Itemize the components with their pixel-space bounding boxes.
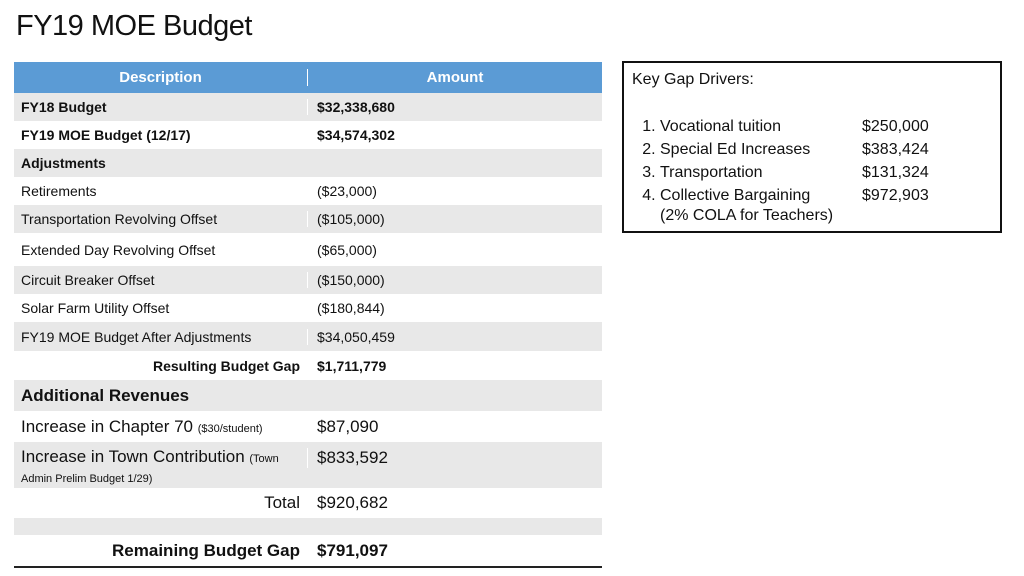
amount: ($105,000) (307, 211, 602, 227)
driver-item: Vocational tuition $250,000 (660, 115, 990, 138)
description: FY18 Budget (21, 99, 107, 115)
table-row: Adjustments (14, 149, 602, 177)
slide-title: FY19 MOE Budget (16, 10, 252, 42)
driver-amount: $383,424 (862, 141, 929, 158)
driver-item: Transportation $131,324 (660, 161, 990, 184)
driver-label: Collective Bargaining (660, 187, 811, 204)
note: ($30/student) (197, 422, 263, 435)
table-header: Description Amount (14, 62, 602, 93)
description: Circuit Breaker Offset (21, 272, 155, 288)
amount: $1,711,779 (307, 357, 602, 374)
description: Increase in Chapter 70 (21, 416, 193, 436)
table-row: Retirements ($23,000) (14, 177, 602, 205)
table-row (14, 518, 602, 535)
amount: ($65,000) (307, 241, 602, 258)
driver-amount: $131,324 (862, 164, 929, 181)
driver-item: Collective Bargaining $972,903 (660, 184, 990, 207)
driver-label: Vocational tuition (660, 118, 781, 135)
description-cell: Increase in Town Contribution (Town Admi… (14, 448, 307, 488)
amount: $32,338,680 (307, 99, 602, 115)
amount: $920,682 (307, 493, 602, 513)
amount: $34,574,302 (307, 127, 602, 143)
description-cell: Increase in Chapter 70 ($30/student) (14, 417, 307, 437)
column-header: Amount (307, 69, 602, 86)
table-row: Resulting Budget Gap $1,711,779 (14, 351, 602, 380)
table-row: Transportation Revolving Offset ($105,00… (14, 205, 602, 233)
gap-drivers-box: Key Gap Drivers: Vocational tuition $250,… (622, 61, 1002, 233)
amount: $791,097 (307, 540, 602, 561)
description: Extended Day Revolving Offset (21, 241, 216, 258)
table-row: Increase in Town Contribution (Town Admi… (14, 442, 602, 488)
description: Transportation Revolving Offset (21, 211, 218, 227)
driver-list: Vocational tuition $250,000 Special Ed In… (632, 115, 990, 207)
description: Solar Farm Utility Offset (21, 300, 170, 316)
description: Remaining Budget Gap (112, 540, 300, 560)
description: Increase in Town Contribution (21, 447, 245, 466)
driver-note: (2% COLA for Teachers) (660, 207, 834, 224)
driver-amount: $250,000 (862, 118, 929, 135)
amount: $833,592 (307, 448, 602, 468)
table-row: Additional Revenues (14, 380, 602, 411)
description: Retirements (21, 183, 97, 199)
amount: $87,090 (307, 416, 602, 437)
driver-item: Special Ed Increases $383,424 (660, 138, 990, 161)
table-row: FY18 Budget $32,338,680 (14, 93, 602, 121)
description: FY19 MOE Budget After Adjustments (21, 328, 252, 345)
table-row: FY19 MOE Budget After Adjustments $34,05… (14, 322, 602, 351)
table-row: Total $920,682 (14, 488, 602, 518)
amount: ($180,844) (307, 300, 602, 316)
table-row: Extended Day Revolving Offset ($65,000) (14, 233, 602, 266)
table-row: Solar Farm Utility Offset ($180,844) (14, 294, 602, 322)
driver-label: Special Ed Increases (660, 141, 811, 158)
driver-label: Transportation (660, 164, 763, 181)
description: Resulting Budget Gap (153, 357, 300, 374)
table-row: Circuit Breaker Offset ($150,000) (14, 266, 602, 294)
amount: ($150,000) (307, 272, 602, 288)
description: Total (264, 493, 300, 512)
budget-table: Description Amount FY18 Budget $32,338,6… (14, 62, 602, 568)
table-row: FY19 MOE Budget (12/17) $34,574,302 (14, 121, 602, 149)
amount: ($23,000) (307, 183, 602, 199)
description: Additional Revenues (21, 385, 190, 405)
driver-amount: $972,903 (862, 187, 929, 204)
description: Adjustments (21, 155, 106, 171)
table-row: Remaining Budget Gap $791,097 (14, 535, 602, 568)
description: FY19 MOE Budget (12/17) (21, 127, 191, 143)
note: (Town Admin Prelim Budget 1/29) (21, 453, 279, 485)
amount: $34,050,459 (307, 328, 602, 345)
box-title: Key Gap Drivers: (632, 71, 754, 88)
table-row: Increase in Chapter 70 ($30/student) $87… (14, 411, 602, 442)
column-header: Description (119, 69, 202, 86)
